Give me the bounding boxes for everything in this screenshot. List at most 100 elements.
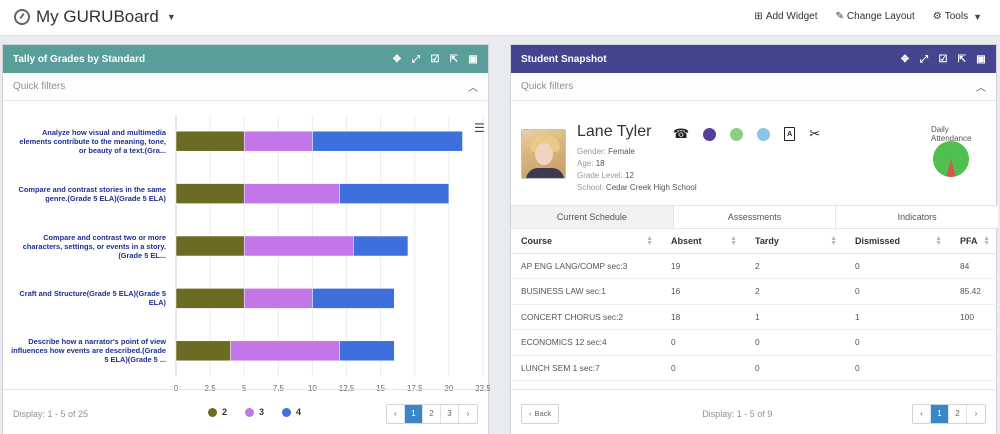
sort-icon[interactable]: ▲ ▼ bbox=[730, 235, 737, 247]
status-dot-green[interactable] bbox=[730, 127, 744, 141]
table-cell bbox=[950, 329, 998, 356]
edit-icon[interactable]: ☑ bbox=[430, 53, 440, 65]
column-header-tardy[interactable]: Tardy ▲ ▼ bbox=[745, 229, 845, 254]
quick-filters-bar[interactable]: Quick filters ︿ bbox=[511, 73, 996, 101]
tab-assessments[interactable]: Assessments bbox=[673, 206, 837, 228]
tab-indicators[interactable]: Indicators bbox=[836, 206, 999, 228]
quick-filters-label: Quick filters bbox=[521, 81, 574, 92]
category-label: Describe how a narrator's point of view … bbox=[11, 337, 166, 365]
legend-dot bbox=[282, 407, 292, 417]
export-icon[interactable]: ⇱ bbox=[449, 53, 459, 65]
student-profile: Lane Tyler Gender: Female Age: 18 Grade … bbox=[521, 123, 991, 203]
bar-segment[interactable] bbox=[243, 130, 313, 152]
expand-icon[interactable]: ⤢ bbox=[920, 53, 928, 65]
bar-segment[interactable] bbox=[175, 130, 245, 152]
bandage-icon[interactable]: ✂ bbox=[809, 126, 821, 141]
bar-segment[interactable] bbox=[175, 288, 245, 309]
chart-menu-icon[interactable]: ☰ bbox=[474, 121, 485, 135]
table-body: AP ENG LANG/COMP sec:3 19 2 0 84 BUSINESS LAW… bbox=[511, 253, 998, 381]
bar-segment[interactable] bbox=[339, 183, 450, 204]
table-cell: 0 bbox=[845, 355, 950, 381]
table-cell: ECONOMICS 12 sec:4 bbox=[511, 329, 661, 356]
change-layout-button[interactable]: ✎ Change Layout bbox=[836, 11, 915, 22]
page-button[interactable]: 1 bbox=[931, 404, 949, 423]
move-icon[interactable]: ✥ bbox=[900, 53, 910, 65]
quick-filters-bar[interactable]: Quick filters ︿ bbox=[3, 73, 488, 101]
back-label: Back bbox=[534, 409, 552, 418]
bar-segment[interactable] bbox=[243, 288, 313, 309]
table-row[interactable]: LUNCH SEM 1 sec:7 0 0 0 bbox=[511, 355, 998, 381]
tools-menu[interactable]: ⚙ Tools ▼ bbox=[933, 11, 982, 22]
chevron-up-icon[interactable]: ︿ bbox=[468, 83, 478, 94]
next-page-button[interactable]: › bbox=[459, 404, 477, 423]
table-cell: CONCERT CHORUS sec:2 bbox=[511, 304, 661, 330]
add-widget-button[interactable]: ⊞ Add Widget bbox=[754, 11, 817, 22]
student-age: Age: 18 bbox=[577, 159, 605, 168]
table-row[interactable]: CONCERT CHORUS sec:2 18 1 1 100 bbox=[511, 304, 998, 330]
sort-icon[interactable]: ▲ ▼ bbox=[935, 235, 942, 247]
pagination: ‹ 1 2 3 › bbox=[386, 403, 478, 424]
collapse-icon[interactable]: ▣ bbox=[468, 53, 478, 65]
phone-icon[interactable]: ☎ bbox=[673, 126, 690, 141]
bar-segment[interactable] bbox=[243, 235, 354, 257]
school-value: Cedar Creek High School bbox=[605, 183, 697, 192]
column-header-course[interactable]: Course ▲ ▼ bbox=[511, 229, 661, 254]
grade-label: Grade Level: bbox=[577, 171, 623, 180]
column-header-pfa[interactable]: PFA ▲ ▼ bbox=[950, 229, 998, 254]
bar-segment[interactable] bbox=[175, 183, 245, 204]
dashboard-gauge-icon bbox=[14, 9, 30, 25]
bar-segment[interactable] bbox=[175, 340, 231, 362]
move-icon[interactable]: ✥ bbox=[392, 53, 402, 65]
pagination: ‹ 1 2 › bbox=[912, 403, 986, 424]
legend-item[interactable]: 4 bbox=[282, 407, 301, 417]
bar-segment[interactable] bbox=[312, 130, 463, 152]
back-button[interactable]: ‹ Back bbox=[521, 403, 560, 424]
page-button[interactable]: 1 bbox=[405, 404, 423, 423]
edit-icon[interactable]: ☑ bbox=[938, 53, 948, 65]
gender-label: Gender: bbox=[577, 147, 606, 156]
page-button[interactable]: 2 bbox=[423, 404, 441, 423]
export-icon[interactable]: ⇱ bbox=[957, 53, 967, 65]
sort-icon[interactable]: ▲ ▼ bbox=[983, 235, 990, 247]
table-row[interactable]: ECONOMICS 12 sec:4 0 0 0 bbox=[511, 329, 998, 356]
board-selector[interactable]: My GURUBoard ▼ bbox=[14, 7, 176, 27]
legend-label: 4 bbox=[296, 407, 302, 417]
sort-icon[interactable]: ▲ ▼ bbox=[830, 235, 837, 247]
column-header-absent[interactable]: Absent ▲ ▼ bbox=[661, 229, 745, 254]
prev-page-button[interactable]: ‹ bbox=[387, 404, 405, 423]
plus-square-icon: ⊞ bbox=[754, 11, 763, 22]
table-row[interactable]: AP ENG LANG/COMP sec:3 19 2 0 84 bbox=[511, 253, 998, 279]
page-button[interactable]: 3 bbox=[441, 404, 459, 423]
page-button[interactable]: 2 bbox=[949, 404, 967, 423]
column-header-dismissed[interactable]: Dismissed ▲ ▼ bbox=[845, 229, 950, 254]
tools-label: Tools bbox=[944, 11, 969, 22]
bar-segment[interactable] bbox=[339, 340, 395, 362]
status-dot-purple[interactable] bbox=[703, 127, 717, 141]
prev-page-button[interactable]: ‹ bbox=[913, 404, 931, 423]
table-cell bbox=[950, 355, 998, 381]
collapse-icon[interactable]: ▣ bbox=[976, 53, 986, 65]
top-bar: My GURUBoard ▼ ⊞ Add Widget ✎ Change Lay… bbox=[0, 0, 1000, 36]
document-icon[interactable]: A bbox=[784, 127, 796, 141]
legend-item[interactable]: 3 bbox=[245, 407, 264, 417]
expand-icon[interactable]: ⤢ bbox=[412, 53, 420, 65]
bar-segment[interactable] bbox=[175, 235, 245, 257]
next-page-button[interactable]: › bbox=[967, 404, 985, 423]
tab-current-schedule[interactable]: Current Schedule bbox=[511, 206, 674, 228]
widget-header: Student Snapshot ✥ ⤢ ☑ ⇱ ▣ bbox=[511, 45, 996, 73]
sort-icon[interactable]: ▲ ▼ bbox=[646, 235, 653, 247]
table-cell: 1 bbox=[845, 304, 950, 330]
bar-segment[interactable] bbox=[353, 235, 409, 257]
bar-segment[interactable] bbox=[230, 340, 340, 362]
gear-icon: ⚙ bbox=[932, 11, 942, 22]
caret-down-icon: ▼ bbox=[166, 12, 176, 22]
table-row[interactable]: BUSINESS LAW sec:1 16 2 0 85.42 bbox=[511, 278, 998, 305]
bar-segment[interactable] bbox=[243, 183, 340, 204]
chevron-up-icon[interactable]: ︿ bbox=[976, 83, 986, 94]
status-dot-blue[interactable] bbox=[757, 127, 771, 141]
student-gender: Gender: Female bbox=[577, 147, 635, 156]
table-cell: 100 bbox=[950, 304, 998, 330]
legend-item[interactable]: 2 bbox=[208, 407, 227, 417]
bar-segment[interactable] bbox=[312, 288, 395, 309]
table-cell: 2 bbox=[745, 253, 845, 279]
